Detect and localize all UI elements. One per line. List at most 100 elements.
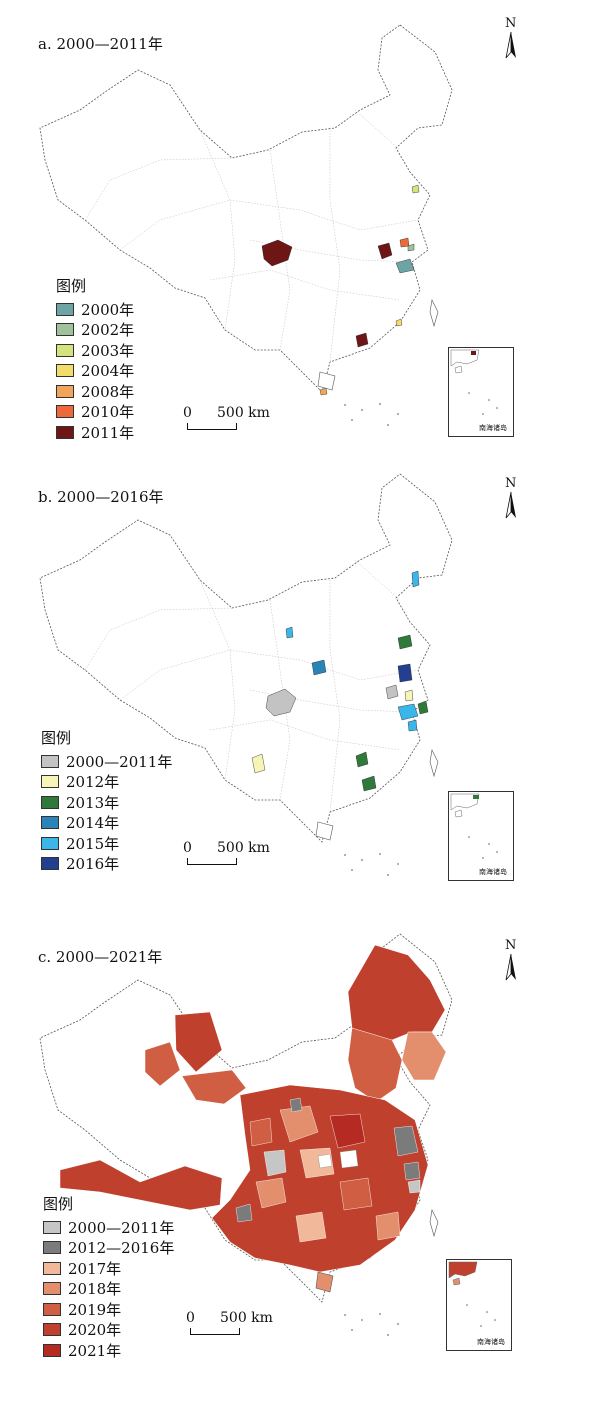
inset-label: 南海诸岛 <box>477 1338 505 1346</box>
legend-item: 2016年 <box>41 854 172 875</box>
legend-label: 2000—2011年 <box>68 1218 175 1237</box>
legend-swatch <box>43 1220 61 1234</box>
china-map <box>39 473 453 876</box>
legend-label: 2015年 <box>66 834 120 853</box>
legend-item: 2012年 <box>41 772 172 793</box>
legend-swatch <box>43 1241 61 1255</box>
legend-swatch <box>41 857 59 871</box>
scale-distance-label: 500 km <box>217 840 270 856</box>
legend-label: 2014年 <box>66 814 120 833</box>
map-legend: 图例 2000年 2002年 2003年 2004年 2008年 2010年 2… <box>56 275 134 443</box>
legend-swatch <box>43 1343 61 1357</box>
legend-item: 2018年 <box>43 1279 174 1300</box>
north-arrow-icon <box>505 491 516 519</box>
legend-item: 2013年 <box>41 792 172 813</box>
legend-item: 2019年 <box>43 1299 174 1320</box>
legend-label: 2021年 <box>68 1341 122 1360</box>
south-china-sea-inset: 南海诸岛 <box>448 347 514 437</box>
legend-swatch <box>43 1282 61 1296</box>
legend-swatch <box>43 1302 61 1316</box>
south-china-sea-inset: 南海诸岛 <box>446 1259 512 1351</box>
scale-bar-line <box>187 423 237 430</box>
inset-map <box>448 1261 496 1327</box>
legend-item: 2014年 <box>41 813 172 834</box>
legend-item: 2012—2016年 <box>43 1238 174 1259</box>
legend-item: 2011年 <box>56 422 134 443</box>
legend-item: 2003年 <box>56 340 134 361</box>
panel-title: c. 2000—2021年 <box>38 948 163 966</box>
north-arrow: N <box>500 476 522 520</box>
south-china-sea-inset: 南海诸岛 <box>448 791 514 881</box>
legend-swatch <box>56 302 74 316</box>
legend-item: 2000—2011年 <box>41 751 172 772</box>
north-label: N <box>505 938 517 953</box>
legend-swatch <box>41 836 59 850</box>
map-panel-c: c. 2000—2021年 图例 <box>0 920 594 1406</box>
scale-bar-line <box>187 858 237 865</box>
scale-bar: 0 500 km <box>186 1310 306 1340</box>
legend-item: 2000—2011年 <box>43 1217 174 1238</box>
china-map <box>39 24 453 426</box>
map-legend: 图例 2000—2011年 2012—2016年 2017年 2018年 201… <box>43 1193 174 1361</box>
inset-label: 南海诸岛 <box>479 424 507 432</box>
legend-title: 图例 <box>41 729 72 747</box>
map-legend: 图例 2000—2011年 2012年 2013年 2014年 2015年 20… <box>41 727 172 874</box>
legend-item: 2021年 <box>43 1340 174 1361</box>
legend-label: 2020年 <box>68 1321 122 1340</box>
inset-map <box>450 793 498 859</box>
legend-swatch <box>43 1323 61 1337</box>
legend-title: 图例 <box>43 1195 74 1213</box>
legend-label: 2012—2016年 <box>68 1239 175 1258</box>
legend-label: 2018年 <box>68 1280 122 1299</box>
legend-title: 图例 <box>56 277 87 295</box>
north-arrow-icon <box>505 31 516 59</box>
legend-item: 2015年 <box>41 833 172 854</box>
legend-label: 2002年 <box>81 321 135 340</box>
legend-label: 2000年 <box>81 300 135 319</box>
legend-swatch <box>41 775 59 789</box>
legend-item: 2020年 <box>43 1320 174 1341</box>
inset-map <box>450 349 498 415</box>
scale-zero-label: 0 <box>183 840 192 856</box>
legend-item: 2000年 <box>56 299 134 320</box>
china-map <box>39 933 453 1336</box>
legend-label: 2003年 <box>81 341 135 360</box>
scale-bar-line <box>190 1328 240 1335</box>
legend-label: 2004年 <box>81 362 135 381</box>
legend-swatch <box>41 795 59 809</box>
legend-swatch <box>56 364 74 378</box>
legend-label: 2011年 <box>81 423 135 442</box>
scale-bar: 0 500 km <box>183 840 303 870</box>
legend-item: 2004年 <box>56 361 134 382</box>
legend-swatch <box>56 405 74 419</box>
panel-title: b. 2000—2016年 <box>38 488 164 506</box>
panel-title: a. 2000—2011年 <box>38 35 163 53</box>
legend-swatch <box>56 384 74 398</box>
north-arrow-icon <box>505 953 516 981</box>
legend-swatch <box>41 754 59 768</box>
legend-item: 2008年 <box>56 381 134 402</box>
north-arrow: N <box>500 938 522 982</box>
legend-label: 2019年 <box>68 1300 122 1319</box>
inset-label: 南海诸岛 <box>479 868 507 876</box>
legend-label: 2010年 <box>81 403 135 422</box>
legend-swatch <box>41 816 59 830</box>
legend-swatch <box>43 1261 61 1275</box>
legend-item: 2010年 <box>56 402 134 423</box>
legend-swatch <box>56 425 74 439</box>
scale-distance-label: 500 km <box>217 405 270 421</box>
legend-label: 2016年 <box>66 855 120 874</box>
north-label: N <box>505 476 517 491</box>
scale-distance-label: 500 km <box>220 1310 273 1326</box>
legend-label: 2017年 <box>68 1259 122 1278</box>
scale-bar: 0 500 km <box>183 405 303 435</box>
legend-label: 2008年 <box>81 382 135 401</box>
legend-label: 2013年 <box>66 793 120 812</box>
legend-item: 2002年 <box>56 320 134 341</box>
legend-label: 2012年 <box>66 773 120 792</box>
north-label: N <box>505 16 517 31</box>
legend-swatch <box>56 323 74 337</box>
scale-zero-label: 0 <box>183 405 192 421</box>
legend-item: 2017年 <box>43 1258 174 1279</box>
north-arrow: N <box>500 16 522 60</box>
